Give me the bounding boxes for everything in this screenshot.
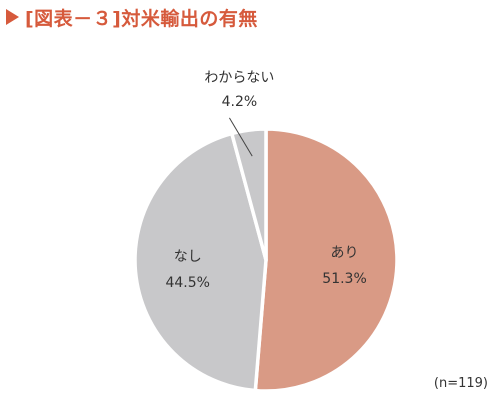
label-ari-name: あり bbox=[331, 245, 359, 261]
title-triangle-icon bbox=[6, 9, 19, 25]
chart-title-text: [図表－３]対米輸出の有無 bbox=[25, 7, 258, 30]
chart-title: [図表－３]対米輸出の有無 bbox=[6, 4, 258, 30]
sample-size-note: (n=119) bbox=[433, 376, 488, 391]
slice-wakaranai bbox=[230, 127, 268, 262]
label-wakaranai-leader-line bbox=[228, 117, 253, 157]
label-nashi-value: 44.5% bbox=[165, 275, 209, 291]
label-wakaranai-value: 4.2% bbox=[222, 94, 258, 110]
label-wakaranai-name: わからない bbox=[204, 70, 274, 86]
label-ari-value: 51.3% bbox=[322, 271, 366, 287]
slice-nashi bbox=[133, 131, 268, 393]
label-nashi-name: なし bbox=[174, 249, 202, 265]
slice-ari bbox=[253, 127, 399, 393]
